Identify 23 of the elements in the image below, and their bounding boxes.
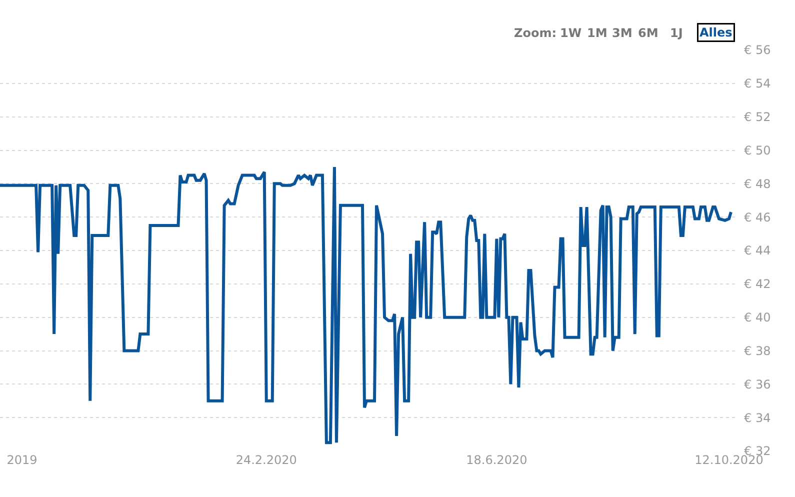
y-tick-label: € 56 — [744, 43, 771, 58]
y-tick-label: € 36 — [744, 377, 771, 392]
y-tick-label: € 54 — [744, 76, 771, 91]
x-tick-label: 2019 — [6, 453, 38, 467]
text: 1M — [587, 26, 608, 40]
text: Alles — [700, 26, 732, 40]
y-tick-label: € 52 — [744, 110, 771, 124]
y-tick-label: € 42 — [744, 277, 771, 292]
x-tick-label: 24.2.2020 — [236, 453, 297, 467]
y-tick-label: € 50 — [744, 143, 771, 158]
line-series — [0, 165, 732, 444]
text: 3M — [612, 26, 632, 40]
y-tick-label: € 40 — [744, 310, 771, 325]
text: 6M — [638, 26, 658, 40]
text: 1J — [670, 26, 683, 40]
x-tick-label: 18.6.2020 — [466, 453, 528, 467]
text: 1W — [560, 26, 582, 40]
y-tick-label: € 46 — [744, 210, 771, 224]
y-tick-label: € 38 — [744, 344, 771, 358]
y-tick-label: € 34 — [744, 410, 771, 425]
text: Zoom: — [514, 26, 556, 40]
y-tick-label: € 48 — [744, 176, 771, 191]
y-tick-label: € 44 — [744, 244, 771, 258]
